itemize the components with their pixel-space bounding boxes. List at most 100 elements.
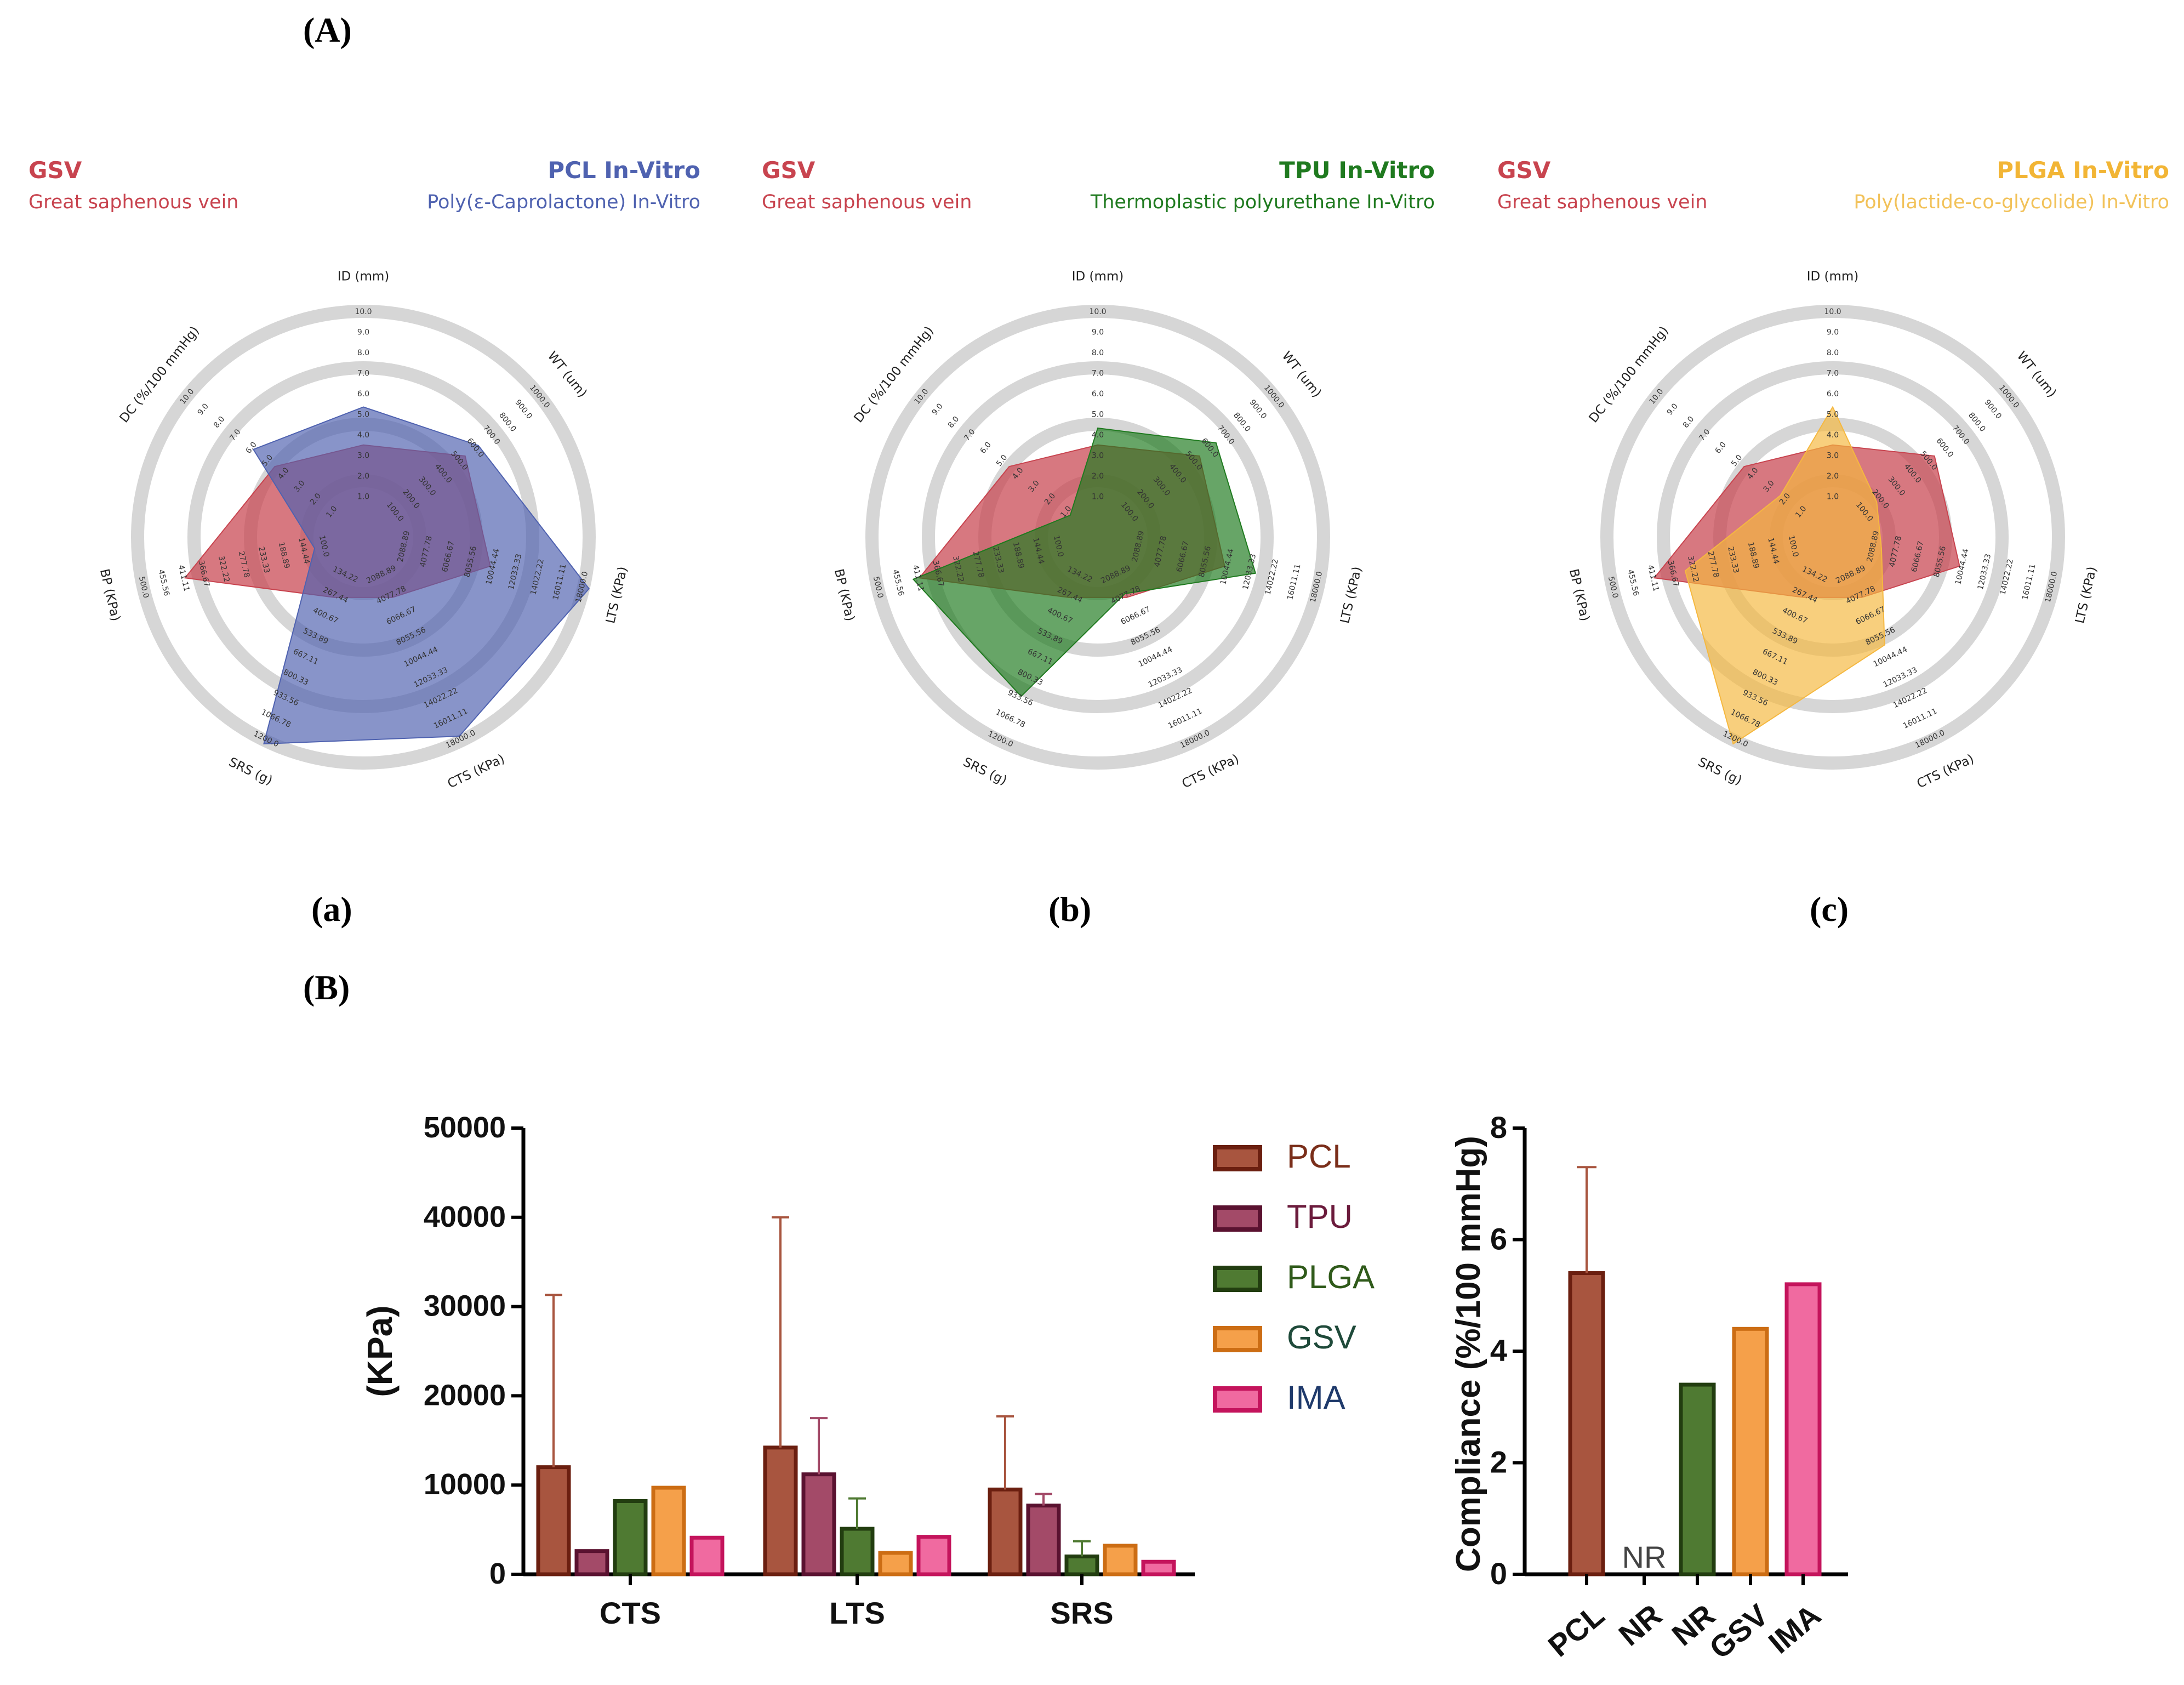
radar-right-title: PCL In-Vitro — [548, 157, 700, 184]
radar-tick-label: 455.56 — [156, 569, 171, 597]
radar-tick-label: 9.0 — [1666, 402, 1680, 417]
radar-tick-label: 4.0 — [357, 431, 369, 440]
radar-tick-label: 8.0 — [1681, 415, 1696, 430]
bar-compliance-nr — [1679, 1382, 1716, 1576]
y-tick-label: 4 — [1490, 1333, 1507, 1368]
radar-axis-label: LTS (KPa) — [603, 565, 630, 625]
nr-bar-label: NR — [1622, 1540, 1667, 1574]
radar-tick-label: 10.0 — [1089, 308, 1106, 316]
radar-tick-label: 6066.67 — [1120, 605, 1152, 627]
radar-axis-label: CTS (KPa) — [1915, 752, 1976, 792]
radar-tick-label: 9.0 — [357, 328, 369, 337]
radar-tick-label: 7.0 — [1092, 369, 1104, 378]
y-tick-label: 20000 — [424, 1379, 506, 1411]
radar-tick-label: 1.0 — [1827, 492, 1839, 501]
radar-axis-label: ID (mm) — [338, 270, 390, 284]
bar-gsv-lts — [878, 1551, 913, 1576]
radar-right-subtitle: Thermoplastic polyurethane In-Vitro — [1090, 191, 1435, 213]
radar-ring — [1657, 361, 2009, 713]
x-tick-label: NR — [1612, 1597, 1668, 1652]
radar-tick-label: 4.0 — [1827, 431, 1839, 440]
radar-left-title: GSV — [28, 157, 82, 184]
radar-chart-a: GSV Great saphenous vein PCL In-Vitro Poly(… — [28, 157, 700, 792]
legend-swatch-gsv — [1213, 1326, 1262, 1352]
radar-tick-label: 900.0 — [513, 398, 534, 420]
radar-axis-label: CTS (KPa) — [1180, 752, 1241, 792]
legend: PCL TPU PLGA GSV IMA — [1213, 1138, 1375, 1416]
radar-tick-label: 4.0 — [1092, 431, 1104, 440]
bar-ima-lts — [916, 1535, 951, 1576]
bar-plga-lts — [840, 1527, 875, 1576]
radar-right-subtitle: Poly(ε-Caprolactone) In-Vitro — [427, 191, 700, 213]
radar-tick-label: 6.0 — [1827, 390, 1839, 399]
bar-gsv-srs — [1103, 1544, 1138, 1576]
x-tick-label: LTS — [829, 1596, 885, 1630]
panel-label-B: (B) — [303, 968, 350, 1007]
radar-tick-label: 8.0 — [1827, 349, 1839, 357]
radar-tick-label: 2.0 — [1827, 472, 1839, 481]
radar-axis-label: SRS (g) — [226, 755, 275, 788]
radar-tick-label: 16011.11 — [2021, 563, 2038, 601]
radar-tick-label: 10.0 — [1824, 308, 1841, 316]
radar-tick-label: 16011.11 — [1286, 563, 1303, 601]
radar-tick-label: 16011.11 — [1167, 707, 1204, 730]
radar-tick-label: 2.0 — [357, 472, 369, 481]
radar-ring — [1600, 305, 2065, 770]
radar-axis-label: DC (%/100 mmHg) — [852, 324, 937, 425]
radar-ring — [131, 305, 596, 770]
radar-tick-label: 600.0 — [1935, 436, 1955, 459]
bar-ima-srs — [1141, 1559, 1176, 1576]
radar-tick-label: 2.0 — [1092, 472, 1104, 481]
radar-axis-label: CTS (KPa) — [446, 752, 507, 792]
radar-axis-label: DC (%/100 mmHg) — [117, 324, 202, 425]
radar-tick-label: 9.0 — [1092, 328, 1104, 337]
radar-tick-label: 6.0 — [357, 390, 369, 399]
radar-left-subtitle: Great saphenous vein — [1497, 191, 1707, 213]
radar-series-plga-in-vitro — [1684, 406, 1885, 745]
radar-axis-label: DC (%/100 mmHg) — [1587, 324, 1672, 425]
radar-left-subtitle: Great saphenous vein — [28, 191, 238, 213]
y-tick-label: 50000 — [424, 1111, 506, 1144]
bar-tpu-lts — [801, 1472, 836, 1576]
radar-tick-label: 10.0 — [355, 308, 372, 316]
radar-axis-label: WT (um) — [1279, 349, 1324, 401]
radar-axis-label: WT (um) — [545, 349, 590, 401]
y-tick-label: 0 — [1490, 1556, 1507, 1591]
radar-ring — [922, 361, 1274, 713]
radar-tick-label: 8.0 — [212, 415, 226, 430]
radar-tick-label: 3.0 — [357, 451, 369, 460]
x-tick-label: SRS — [1050, 1596, 1113, 1630]
radar-tick-label: 455.56 — [891, 569, 905, 597]
panel-label-A: (A) — [303, 10, 352, 49]
radar-tick-label: 9.0 — [196, 402, 210, 417]
bar-gsv-cts — [651, 1485, 686, 1576]
radar-tick-label: 1066.78 — [994, 708, 1027, 730]
radar-tick-label: 8.0 — [1092, 349, 1104, 357]
bar-tpu-cts — [574, 1549, 609, 1576]
bar-plga-cts — [613, 1499, 648, 1576]
radar-right-subtitle: Poly(lactide-co-glycolide) In-Vitro — [1854, 191, 2169, 213]
radar-tick-label: 8.0 — [357, 349, 369, 357]
legend-swatch-plga — [1213, 1266, 1262, 1292]
radar-axis-label: BP (KPa) — [97, 567, 123, 622]
y-tick-label: 10000 — [424, 1468, 506, 1501]
radar-axis-label: SRS (g) — [961, 755, 1009, 788]
y-tick-label: 40000 — [424, 1200, 506, 1233]
y-tick-label: 2 — [1490, 1445, 1507, 1479]
radar-tick-label: 7.0 — [1827, 369, 1839, 378]
radar-left-title: GSV — [1497, 157, 1551, 184]
y-tick-label: 30000 — [424, 1290, 506, 1323]
legend-swatch-ima — [1213, 1386, 1262, 1413]
panel-label-c: (c) — [1810, 890, 1849, 929]
radar-tick-label: 3.0 — [1827, 451, 1839, 460]
y-tick-label: 8 — [1490, 1110, 1507, 1145]
legend-label-plga: PLGA — [1287, 1259, 1375, 1295]
radar-ring — [865, 305, 1330, 770]
legend-label-pcl: PCL — [1287, 1138, 1351, 1175]
radar-tick-label: 10044.44 — [1137, 645, 1174, 669]
bar-pcl-srs — [988, 1487, 1023, 1576]
bar-compliance-pcl — [1568, 1271, 1605, 1576]
radar-left-title: GSV — [762, 157, 816, 184]
radar-chart-c: GSV Great saphenous vein PLGA In-Vitro Poly… — [1497, 157, 2169, 792]
radar-axis-label: ID (mm) — [1072, 270, 1124, 284]
